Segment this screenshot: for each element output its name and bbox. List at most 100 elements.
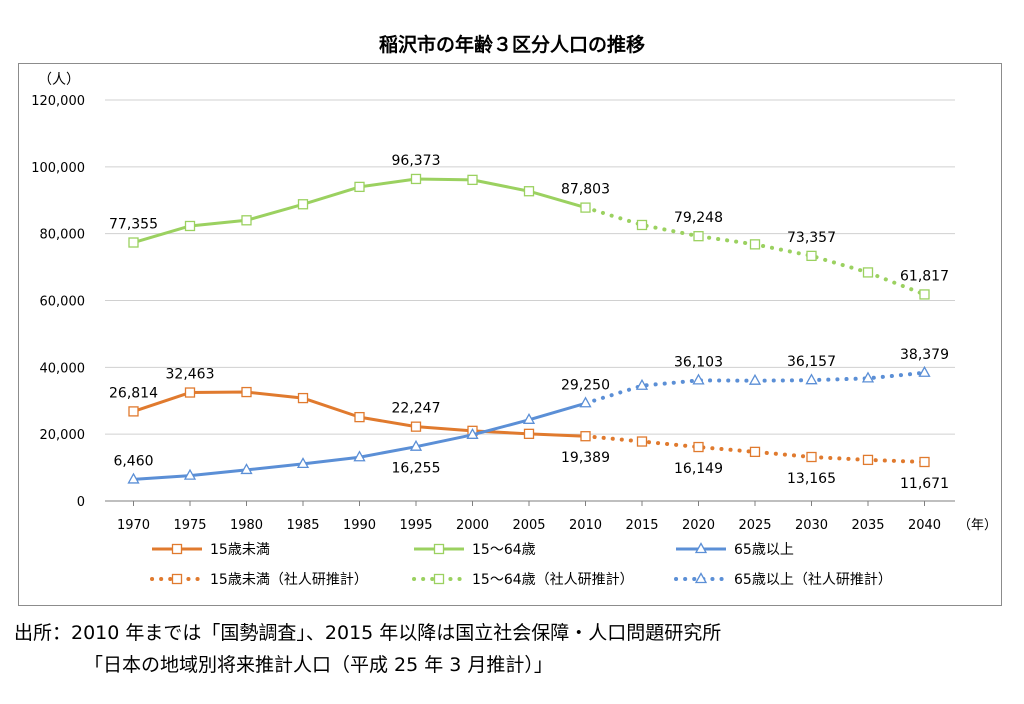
data-point-sq [297, 392, 309, 404]
data-point-sq [184, 220, 196, 232]
data-label: 13,165 [787, 471, 836, 487]
data-point-tri [692, 373, 705, 385]
legend-marker [694, 572, 708, 584]
x-tick-label: 2040 [908, 518, 941, 533]
data-label: 38,379 [900, 347, 949, 363]
legend-label: 65歳以上（社人研推計） [734, 572, 892, 588]
data-point-tri [522, 412, 536, 424]
data-point-sq [580, 202, 591, 213]
data-label: 29,250 [561, 377, 610, 393]
chart-title: 稲沢市の年齢３区分人口の推移 [378, 34, 645, 56]
data-label: 16,255 [392, 461, 441, 477]
data-point-tri [353, 450, 366, 462]
data-point-sq [580, 431, 591, 442]
data-label: 19,389 [561, 450, 610, 466]
data-point-sq [806, 451, 817, 463]
x-tick-label: 2005 [512, 518, 545, 533]
legend-marker [171, 573, 183, 585]
data-point-sq [241, 215, 252, 226]
legend-label: 15～64歳 [472, 542, 536, 558]
y-tick-label: 20,000 [40, 428, 86, 443]
x-tick-label: 1980 [230, 518, 263, 533]
x-tick-label: 1970 [117, 518, 150, 533]
data-label: 96,373 [392, 153, 441, 169]
data-point-sq [919, 456, 930, 468]
data-point-sq [693, 441, 704, 453]
data-point-tri [296, 457, 310, 469]
data-point-sq [184, 387, 196, 398]
data-point-sq [749, 239, 761, 250]
y-tick-label: 100,000 [31, 161, 85, 176]
data-point-sq [749, 446, 761, 458]
data-label: 77,355 [109, 217, 158, 233]
legend-marker [433, 573, 445, 585]
legend-marker [694, 542, 708, 554]
y-tick-label: 40,000 [40, 361, 86, 376]
y-tick-label: 80,000 [40, 228, 86, 243]
data-point-tri [409, 439, 423, 451]
source-note-line-2: 「日本の地域別将来推計人口（平成 25 年 3 月推計）」 [84, 654, 553, 676]
data-point-sq [919, 289, 930, 300]
data-point-sq [410, 421, 422, 432]
data-point-sq [128, 237, 139, 248]
legend-label: 15～64歳（社人研推計） [472, 572, 634, 588]
x-tick-label: 2010 [569, 518, 602, 533]
data-label: 79,248 [674, 210, 723, 226]
x-tick-label: 1995 [399, 518, 432, 533]
data-point-sq [410, 173, 422, 185]
legend-label: 15歳未満（社人研推計） [210, 572, 368, 588]
population-line-chart: 0 20,000 40,000 60,000 80,000 100,000 120,000 （… [31, 72, 997, 588]
data-label: 11,671 [900, 476, 949, 492]
data-point-sq [862, 454, 874, 466]
x-tick-label: 2030 [795, 518, 828, 533]
data-label: 61,817 [900, 268, 949, 284]
legend-label: 15歳未満 [210, 542, 270, 558]
data-label: 73,357 [787, 230, 836, 246]
chart-frame [18, 63, 1002, 606]
series-projection-line-2 [583, 205, 927, 297]
data-label: 32,463 [166, 367, 215, 383]
data-label: 87,803 [561, 182, 610, 198]
source-note-line-1: 出所：2010 年までは「国勢調査」、2015 年以降は国立社会保障・人口問題研… [14, 622, 722, 644]
x-tick-label: 1990 [343, 518, 376, 533]
x-tick-label: 1975 [173, 518, 206, 533]
legend-marker [433, 543, 445, 555]
data-point-sq [128, 406, 139, 417]
data-label: 6,460 [113, 453, 153, 469]
x-tick-label: 2035 [851, 518, 884, 533]
x-tick-label: 2025 [738, 518, 771, 533]
y-tick-label: 60,000 [40, 295, 86, 310]
y-tick-label: 0 [77, 495, 85, 510]
x-axis-unit: （年） [958, 518, 997, 533]
legend-marker [171, 543, 183, 555]
data-label: 16,149 [674, 461, 723, 477]
data-point-tri [579, 396, 592, 408]
data-label: 22,247 [392, 401, 441, 417]
data-point-tri [635, 378, 649, 390]
x-tick-label: 2015 [625, 518, 658, 533]
data-point-sq [636, 436, 648, 447]
data-label: 36,103 [674, 354, 723, 370]
data-point-sq [523, 428, 535, 439]
legend-label: 65歳以上 [734, 542, 794, 558]
x-tick-label: 1985 [286, 518, 319, 533]
data-point-sq [467, 174, 478, 186]
data-point-sq [354, 411, 365, 423]
y-axis-unit: （人） [38, 72, 80, 88]
data-point-sq [297, 199, 309, 210]
data-point-sq [636, 219, 648, 231]
data-point-sq [862, 267, 874, 278]
data-point-tri [861, 371, 875, 383]
x-tick-label: 2020 [682, 518, 715, 533]
x-tick-label: 2000 [456, 518, 489, 533]
data-point-tri [127, 472, 140, 484]
data-point-tri [805, 373, 818, 385]
data-label: 36,157 [787, 354, 836, 370]
data-point-sq [806, 250, 817, 262]
data-point-sq [241, 386, 252, 398]
data-point-sq [523, 186, 535, 197]
data-point-tri [240, 463, 253, 475]
data-point-sq [693, 231, 704, 242]
y-tick-label: 120,000 [31, 94, 85, 109]
data-point-tri [183, 468, 197, 480]
